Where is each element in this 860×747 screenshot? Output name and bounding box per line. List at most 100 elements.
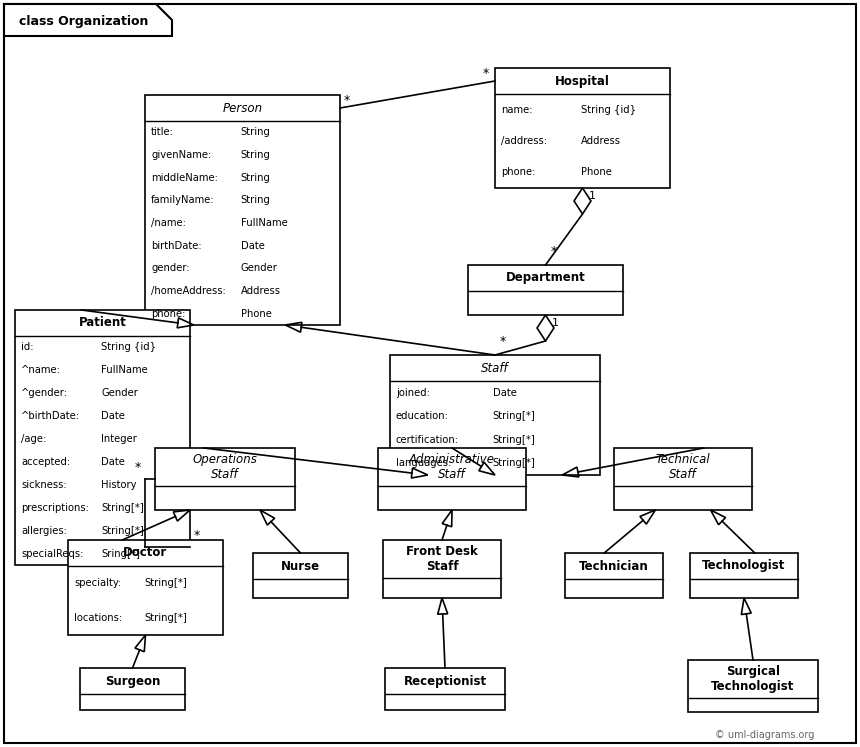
Text: Person: Person: [223, 102, 262, 114]
Text: phone:: phone:: [151, 309, 186, 319]
Text: *: *: [135, 461, 141, 474]
Text: givenName:: givenName:: [151, 150, 212, 160]
Text: FullName: FullName: [101, 365, 148, 375]
Text: specialty:: specialty:: [74, 578, 121, 588]
Text: Staff: Staff: [482, 362, 509, 374]
Text: languages:: languages:: [396, 458, 452, 468]
Text: Doctor: Doctor: [123, 547, 168, 560]
Text: ^birthDate:: ^birthDate:: [21, 411, 80, 421]
Bar: [145, 95, 340, 325]
Text: 1: 1: [588, 191, 595, 201]
Text: String: String: [241, 150, 271, 160]
Text: class Organization: class Organization: [19, 16, 149, 28]
Text: String[*]: String[*]: [493, 458, 536, 468]
Text: sickness:: sickness:: [21, 480, 66, 490]
Text: String[*]: String[*]: [101, 526, 144, 536]
Text: *: *: [344, 94, 350, 107]
Text: *: *: [550, 245, 556, 258]
Text: Department: Department: [506, 271, 586, 285]
Bar: [468, 265, 623, 315]
Text: Technical
Staff: Technical Staff: [655, 453, 710, 481]
Text: Date: Date: [101, 457, 125, 467]
Text: String {id}: String {id}: [101, 342, 157, 353]
Text: specialReqs:: specialReqs:: [21, 548, 83, 559]
Text: Integer: Integer: [101, 434, 137, 444]
Text: Patient: Patient: [78, 317, 126, 329]
Text: ^name:: ^name:: [21, 365, 61, 375]
Text: Address: Address: [581, 136, 621, 146]
Polygon shape: [574, 188, 591, 214]
Text: Administrative
Staff: Administrative Staff: [409, 453, 495, 481]
Text: joined:: joined:: [396, 388, 430, 397]
Text: Front Desk
Staff: Front Desk Staff: [406, 545, 478, 573]
Text: /age:: /age:: [21, 434, 46, 444]
Bar: [614, 448, 752, 510]
Text: Surgeon: Surgeon: [105, 675, 160, 687]
Text: education:: education:: [396, 412, 449, 421]
Bar: [155, 448, 295, 510]
Text: FullName: FullName: [241, 218, 287, 228]
Text: Technologist: Technologist: [703, 560, 786, 572]
Bar: [690, 553, 798, 598]
Bar: [383, 540, 501, 598]
Bar: [15, 310, 190, 565]
Text: name:: name:: [501, 105, 532, 115]
Text: Gender: Gender: [101, 388, 138, 398]
Bar: [495, 68, 670, 188]
Text: Date: Date: [101, 411, 125, 421]
Text: Receptionist: Receptionist: [403, 675, 487, 687]
Text: Operations
Staff: Operations Staff: [193, 453, 257, 481]
Bar: [390, 355, 600, 475]
Text: Phone: Phone: [241, 309, 272, 319]
Bar: [378, 448, 526, 510]
Text: familyName:: familyName:: [151, 195, 215, 205]
Bar: [565, 553, 663, 598]
Text: Nurse: Nurse: [281, 560, 320, 572]
Bar: [385, 668, 505, 710]
Text: locations:: locations:: [74, 613, 122, 623]
Text: certification:: certification:: [396, 435, 459, 444]
Text: © uml-diagrams.org: © uml-diagrams.org: [716, 730, 814, 740]
Bar: [253, 553, 348, 598]
Polygon shape: [537, 315, 554, 341]
Text: ^gender:: ^gender:: [21, 388, 68, 398]
Bar: [688, 660, 818, 712]
Text: String[*]: String[*]: [493, 412, 536, 421]
Text: String: String: [241, 173, 271, 183]
Text: /name:: /name:: [151, 218, 186, 228]
Text: allergies:: allergies:: [21, 526, 67, 536]
Text: Gender: Gender: [241, 264, 278, 273]
Text: birthDate:: birthDate:: [151, 241, 201, 251]
Text: /address:: /address:: [501, 136, 547, 146]
Text: Phone: Phone: [581, 167, 612, 177]
Text: Date: Date: [241, 241, 265, 251]
Text: Sring[*]: Sring[*]: [101, 548, 140, 559]
Bar: [80, 668, 185, 710]
Text: title:: title:: [151, 127, 174, 137]
Text: Date: Date: [493, 388, 517, 397]
Text: 1: 1: [551, 318, 558, 328]
Text: String: String: [241, 127, 271, 137]
Text: *: *: [194, 529, 200, 542]
Text: Address: Address: [241, 286, 280, 296]
Text: String[*]: String[*]: [144, 613, 187, 623]
Text: String {id}: String {id}: [581, 105, 636, 115]
Text: *: *: [483, 67, 489, 80]
Text: prescriptions:: prescriptions:: [21, 503, 89, 512]
Text: phone:: phone:: [501, 167, 536, 177]
Text: History: History: [101, 480, 137, 490]
Text: gender:: gender:: [151, 264, 189, 273]
Text: id:: id:: [21, 342, 34, 353]
Text: Technician: Technician: [579, 560, 649, 572]
Text: accepted:: accepted:: [21, 457, 71, 467]
Text: Surgical
Technologist: Surgical Technologist: [711, 665, 795, 693]
Text: middleName:: middleName:: [151, 173, 218, 183]
Text: String[*]: String[*]: [493, 435, 536, 444]
Bar: [68, 540, 223, 635]
Polygon shape: [4, 4, 172, 36]
Text: Hospital: Hospital: [555, 75, 610, 87]
Text: String: String: [241, 195, 271, 205]
Text: String[*]: String[*]: [101, 503, 144, 512]
Text: /homeAddress:: /homeAddress:: [151, 286, 225, 296]
Text: *: *: [500, 335, 507, 348]
